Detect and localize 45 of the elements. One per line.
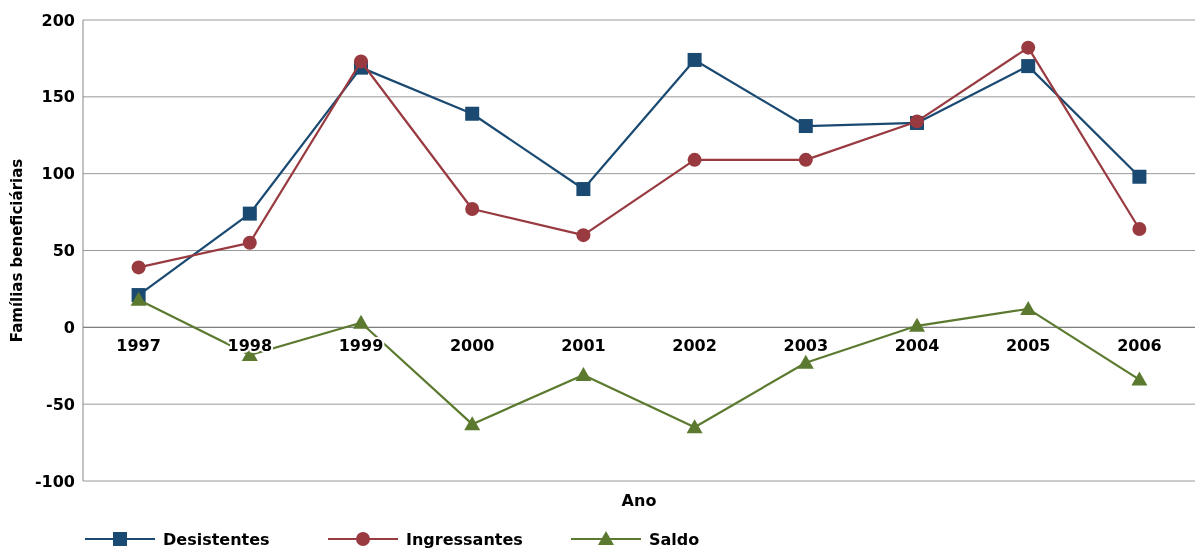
point [687,52,702,67]
point [686,419,703,434]
y-tick-label: 0 [63,317,75,337]
x-tick-label: 2002 [672,336,717,356]
point [1020,300,1037,315]
point [353,314,369,329]
point [1021,40,1036,55]
legend-label: Desistentes [163,529,270,549]
y-axis-title: Famílias beneficiárias [8,158,26,343]
y-tick-label: 100 [41,164,75,184]
point [1132,221,1147,236]
point [687,152,702,167]
point [354,54,368,69]
y-tick-label: 50 [52,241,75,261]
point [797,354,814,369]
point [464,416,481,431]
point [576,182,591,197]
x-tick-label: 1997 [116,336,161,356]
point [242,206,257,221]
point [242,235,257,250]
x-tick-label: 2000 [449,336,495,356]
x-tick-label: 2003 [783,336,829,356]
point [909,317,925,332]
y-tick-label: 200 [41,10,75,30]
x-tick-label: 2001 [561,336,606,356]
legend-label: Saldo [649,529,700,549]
point [1132,169,1147,184]
point [1021,59,1036,74]
x-tick-label: 2006 [1117,336,1162,356]
point [465,202,480,217]
x-axis-title: Ano [621,491,657,510]
point [575,366,592,381]
y-tick-label: 150 [41,87,75,107]
y-tick-label: -50 [46,394,75,414]
y-tick-label: -100 [34,471,75,491]
point [798,152,813,167]
point [465,106,480,121]
legend-label: Ingressantes [406,529,523,549]
point [576,228,591,243]
point [131,260,146,275]
point [798,119,813,134]
point [1131,371,1148,386]
x-tick-label: 2004 [894,336,940,356]
x-tick-label: 2005 [1005,336,1051,356]
x-tick-label: 1999 [338,336,384,356]
